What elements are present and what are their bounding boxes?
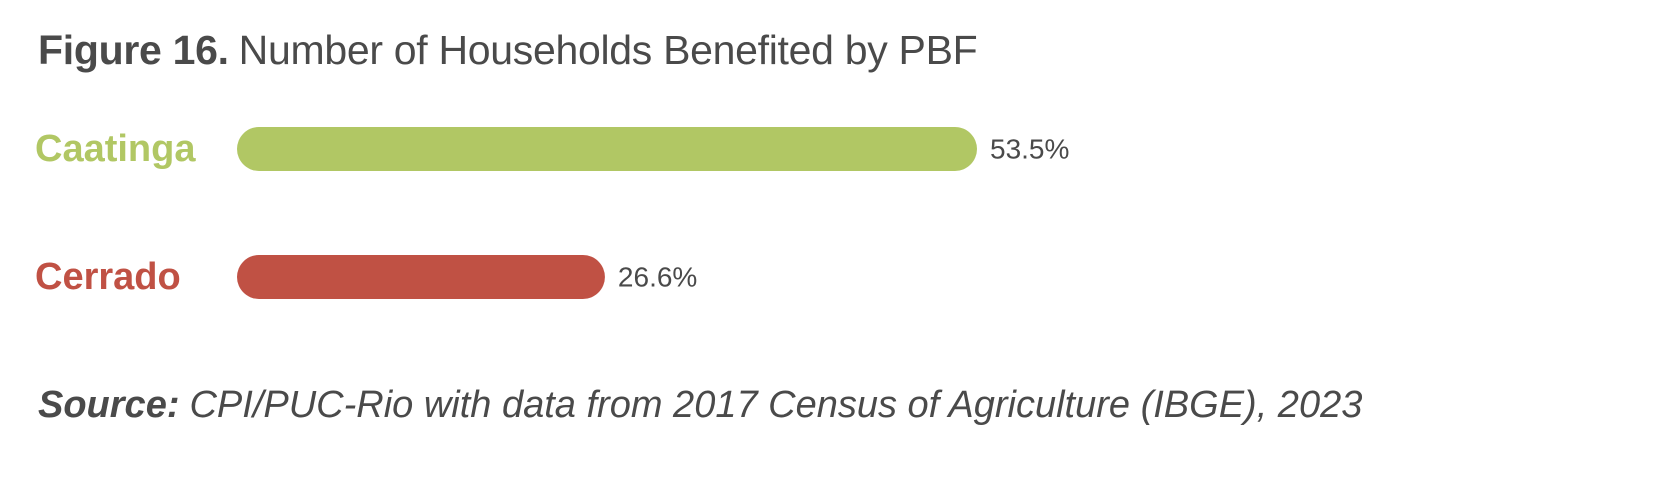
- source-note: Source: CPI/PUC-Rio with data from 2017 C…: [38, 380, 1362, 430]
- figure-label: Figure 16.: [38, 27, 229, 73]
- figure-title-text: Number of Households Benefited by PBF: [238, 27, 978, 73]
- category-label: Caatinga: [35, 128, 196, 170]
- figure-title: Figure 16. Number of Households Benefited…: [38, 24, 978, 76]
- source-label: Source:: [38, 384, 180, 426]
- bar-chart: Caatinga 53.5% Cerrado 26.6%: [35, 127, 1069, 299]
- bar: [237, 127, 977, 171]
- value-label: 26.6%: [618, 261, 697, 292]
- source-text: CPI/PUC-Rio with data from 2017 Census o…: [189, 384, 1363, 426]
- bar-row-cerrado: Cerrado 26.6%: [35, 255, 697, 299]
- value-label: 53.5%: [990, 133, 1069, 164]
- category-label: Cerrado: [35, 256, 181, 298]
- bar: [237, 255, 605, 299]
- bar-row-caatinga: Caatinga 53.5%: [35, 127, 1069, 171]
